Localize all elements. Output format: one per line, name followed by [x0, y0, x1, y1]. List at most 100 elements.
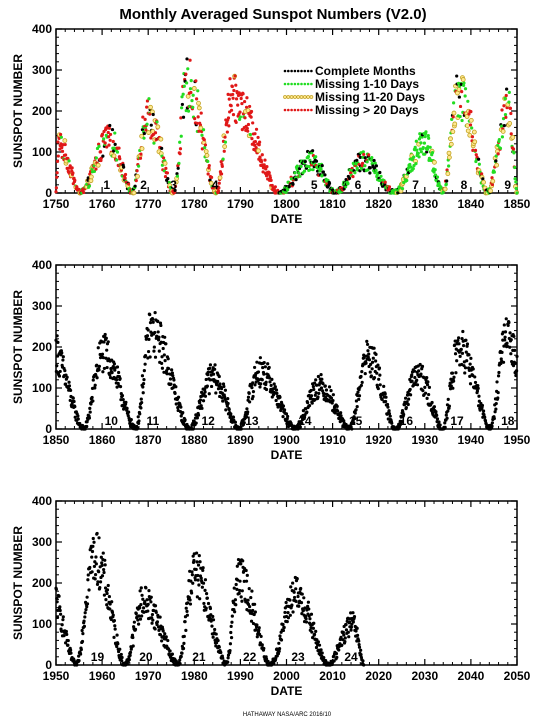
data-point [174, 385, 178, 389]
data-point [351, 620, 355, 624]
data-point [277, 646, 282, 651]
data-point [360, 380, 364, 384]
data-point [286, 414, 290, 419]
data-point [291, 581, 295, 585]
data-point [500, 135, 505, 139]
data-point [240, 589, 244, 593]
data-point [227, 407, 231, 412]
data-point [267, 171, 271, 175]
data-point [424, 130, 428, 134]
data-point [213, 363, 217, 367]
data-point [110, 610, 115, 614]
data-point [61, 358, 65, 362]
data-point [136, 415, 140, 419]
x-tick-label: 1790 [227, 197, 254, 211]
data-point [82, 190, 86, 195]
data-point [248, 400, 252, 404]
data-point [226, 396, 230, 401]
data-point [94, 167, 98, 171]
data-point [306, 154, 310, 159]
data-point [368, 166, 372, 170]
legend-marker [290, 108, 293, 112]
data-point [85, 605, 89, 609]
data-point [344, 185, 348, 189]
data-point [474, 159, 478, 164]
data-point [508, 331, 512, 335]
data-point [155, 623, 159, 627]
data-point [464, 350, 468, 354]
data-point [445, 179, 449, 183]
data-point [238, 579, 242, 583]
data-point [388, 414, 392, 418]
data-point [225, 130, 229, 134]
data-point [267, 365, 271, 370]
data-point [113, 142, 117, 146]
data-point [168, 649, 172, 653]
x-tick-label: 1850 [504, 197, 531, 211]
data-point [304, 614, 308, 618]
data-point [286, 616, 291, 620]
x-tick-label: 2040 [458, 669, 485, 683]
data-point [208, 366, 212, 371]
data-point [138, 412, 142, 416]
data-point [302, 169, 307, 173]
data-point [163, 335, 167, 339]
data-point [172, 378, 176, 382]
x-tick-label: 1910 [319, 433, 346, 447]
data-point [357, 639, 361, 643]
data-point [450, 129, 456, 135]
data-point [173, 391, 177, 395]
data-point [374, 164, 378, 168]
data-point [376, 386, 380, 391]
legend-marker [287, 108, 290, 112]
data-point [268, 176, 272, 180]
data-point [115, 378, 119, 382]
legend: Complete Months Missing 1-10 Days Missin… [283, 64, 425, 117]
data-point [102, 137, 106, 141]
data-point [211, 614, 215, 619]
data-point [198, 597, 202, 601]
data-point [221, 656, 225, 660]
data-point [404, 405, 408, 410]
data-point [510, 134, 516, 140]
data-point [235, 587, 239, 592]
legend-marker [306, 69, 310, 73]
data-point [166, 366, 171, 371]
data-point [183, 418, 187, 422]
data-point [514, 186, 518, 191]
data-point [468, 117, 474, 123]
data-point [374, 168, 378, 172]
data-point [195, 121, 199, 125]
data-point [173, 188, 177, 192]
data-point [196, 100, 201, 106]
data-point [446, 397, 450, 401]
data-point [463, 94, 467, 98]
data-point [346, 630, 350, 634]
data-point [494, 154, 498, 158]
data-point [460, 351, 465, 355]
cycle-number-label: 19 [91, 650, 105, 664]
data-point [200, 133, 204, 137]
data-point [101, 551, 105, 555]
data-point [476, 386, 480, 390]
data-point [151, 317, 155, 321]
data-point [451, 386, 455, 390]
data-point [191, 581, 195, 585]
data-point [458, 354, 462, 359]
data-point [171, 386, 175, 390]
data-point [108, 138, 112, 142]
data-point [100, 574, 105, 578]
data-point [147, 337, 151, 341]
data-point [473, 380, 478, 385]
data-point [330, 401, 334, 405]
data-point [58, 369, 62, 374]
data-point [112, 362, 116, 366]
data-point [378, 383, 382, 387]
data-point [135, 173, 140, 179]
data-point [145, 334, 150, 338]
data-point [383, 180, 387, 184]
data-point [57, 374, 62, 378]
data-point [327, 181, 332, 186]
data-point [216, 189, 221, 193]
data-point [180, 106, 184, 110]
